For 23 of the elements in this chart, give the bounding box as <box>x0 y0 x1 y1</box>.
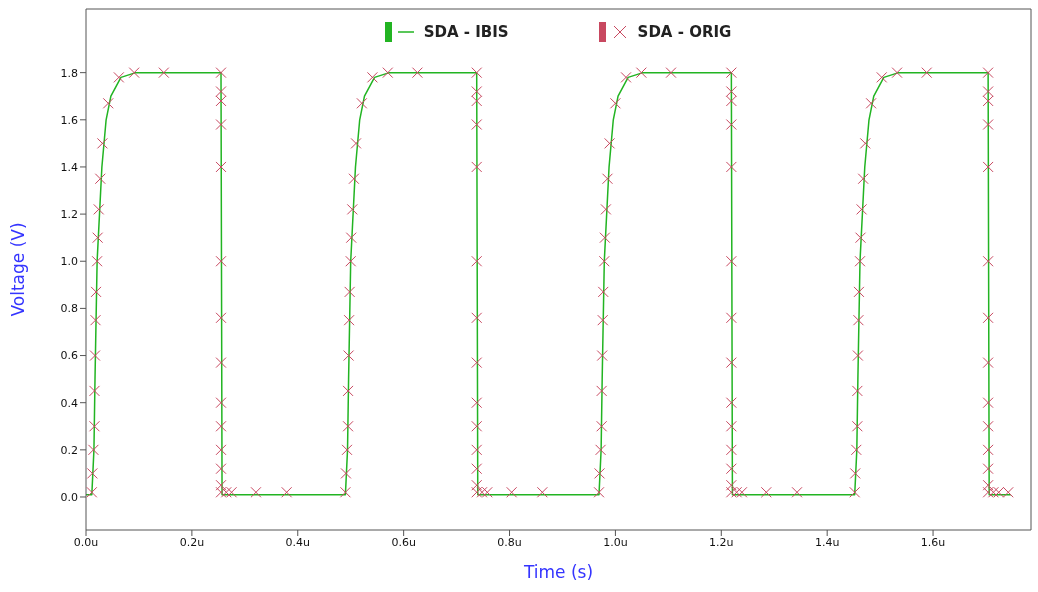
y-tick-label: 1.0 <box>60 255 78 269</box>
y-axis-title: Voltage (V) <box>8 222 29 317</box>
x-tick-label: 1.4u <box>814 535 840 549</box>
x-axis-title: Time (s) <box>522 562 594 582</box>
y-tick-label: 0.2 <box>60 443 78 457</box>
y-tick-label: 1.6 <box>60 113 78 127</box>
y-tick-label: 1.4 <box>60 160 78 174</box>
x-tick-label: 1.0u <box>603 535 628 549</box>
x-tick-label: 0.2u <box>179 535 205 549</box>
y-tick-label: 0.0 <box>60 490 78 504</box>
x-tick-label: 1.2u <box>709 535 734 549</box>
x-tick-label: 0.8u <box>497 535 522 549</box>
y-tick-label: 0.6 <box>60 349 78 363</box>
y-tick-label: 0.4 <box>60 396 78 410</box>
y-tick-label: 1.2 <box>60 208 78 221</box>
x-tick-label: 0.4u <box>285 535 310 549</box>
y-tick-label: 1.8 <box>60 66 78 80</box>
x-tick-label: 0.0u <box>73 535 99 549</box>
legend-label: SDA - IBIS <box>423 23 509 41</box>
y-tick-label: 0.8 <box>60 302 78 316</box>
legend-label: SDA - ORIG <box>637 23 732 41</box>
x-tick-label: 0.6u <box>391 535 416 549</box>
x-tick-label: 1.6u <box>920 535 946 549</box>
